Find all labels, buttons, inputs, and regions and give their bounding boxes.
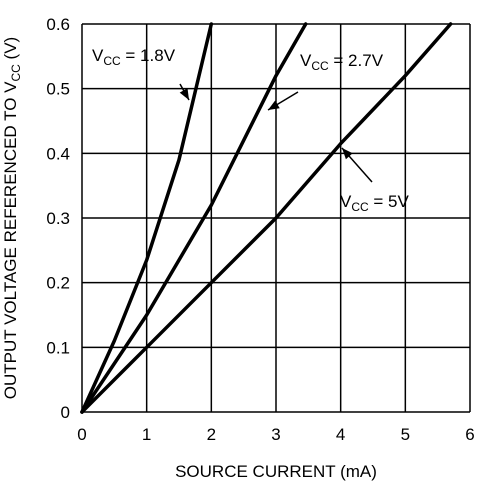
x-axis-label: SOURCE CURRENT (mA) bbox=[175, 462, 377, 481]
series-label-1: VCC = 1.8V bbox=[92, 46, 176, 68]
arrow-head-3 bbox=[342, 148, 353, 160]
y-tick-label: 0.1 bbox=[46, 338, 70, 357]
arrow-head-1 bbox=[179, 88, 189, 100]
y-tick-label: 0.4 bbox=[46, 144, 70, 163]
x-tick-label: 1 bbox=[142, 425, 151, 444]
series-line-2 bbox=[80, 22, 308, 414]
x-tick-label: 6 bbox=[465, 425, 474, 444]
tick-labels: 0 1 2 3 4 5 6 0 0.1 0.2 0.3 0.4 0.5 0.6 bbox=[46, 15, 474, 444]
series-line-3 bbox=[80, 22, 453, 414]
y-tick-label: 0.3 bbox=[46, 209, 70, 228]
x-tick-label: 2 bbox=[207, 425, 216, 444]
grid bbox=[81, 23, 471, 413]
series-label-3: VCC = 5V bbox=[340, 192, 410, 214]
y-axis-label: OUTPUT VOLTAGE REFERENCED TO VCC (V) bbox=[1, 37, 23, 399]
x-tick-label: 0 bbox=[77, 425, 86, 444]
series-group bbox=[80, 22, 453, 414]
y-axis-label-sub: CC bbox=[9, 64, 23, 82]
y-tick-label: 0.5 bbox=[46, 80, 70, 99]
y-axis-label-main: OUTPUT VOLTAGE REFERENCED TO V bbox=[1, 81, 20, 399]
y-axis-label-tail: (V) bbox=[1, 37, 20, 64]
arrow-head-2 bbox=[268, 100, 280, 110]
x-tick-label: 5 bbox=[401, 425, 410, 444]
y-tick-label: 0.6 bbox=[46, 15, 70, 34]
y-tick-label: 0.2 bbox=[46, 274, 70, 293]
series-line-1 bbox=[80, 22, 214, 414]
x-tick-label: 4 bbox=[336, 425, 345, 444]
x-tick-label: 3 bbox=[271, 425, 280, 444]
y-tick-label: 0 bbox=[61, 403, 70, 422]
annotations: VCC = 1.8V VCC = 2.7V VCC = 5V bbox=[92, 46, 410, 214]
series-label-2: VCC = 2.7V bbox=[300, 51, 384, 73]
